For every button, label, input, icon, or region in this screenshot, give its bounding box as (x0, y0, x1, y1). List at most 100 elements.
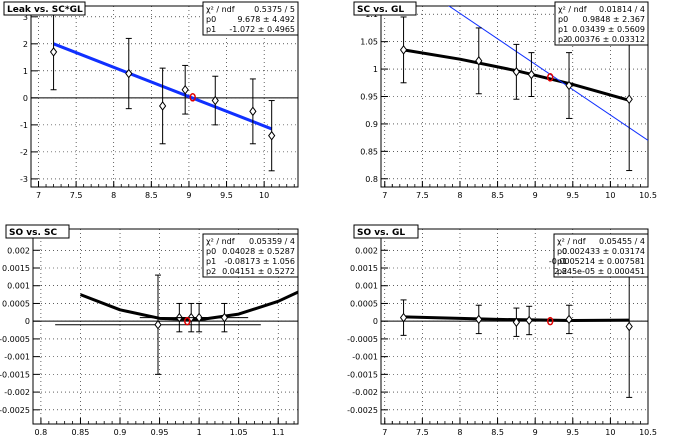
x-tick-label: 8 (457, 191, 462, 200)
data-point (399, 16, 408, 84)
stats-value: 0.04028 ± 0.5287 (222, 247, 295, 256)
x-tick-label: 10 (605, 428, 615, 437)
diamond-marker (512, 66, 521, 77)
chart-title: SO vs. SC (9, 228, 58, 238)
stats-label: p1 (206, 25, 216, 34)
stats-value: -0.00376 ± 0.03312 (564, 35, 645, 44)
y-tick-label: 0.001 (7, 282, 30, 291)
y-tick-label: 0 (373, 317, 378, 326)
data-point (125, 37, 133, 110)
stats-value: 0.04151 ± 0.5272 (222, 267, 295, 276)
x-tick-label: 9 (186, 191, 191, 200)
y-tick-label: 0 (25, 317, 30, 326)
x-tick-label: 10 (605, 191, 615, 200)
chart-title-frame (353, 224, 419, 239)
data-point (399, 299, 408, 336)
x-tick-label: 10 (259, 191, 269, 200)
chart-title-box: Leak vs. SC*GL (3, 1, 86, 16)
stats-value: 0.03439 ± 0.5609 (572, 25, 645, 34)
y-tick-label: 0.0005 (350, 299, 378, 308)
stats-frame (553, 233, 649, 278)
fit-line (403, 315, 630, 322)
stats-label: p1 (558, 25, 568, 34)
data-point (475, 27, 483, 95)
data-point (512, 43, 521, 100)
diamond-marker (565, 314, 573, 325)
diamond-marker (158, 101, 167, 111)
x-tick-label: 7 (382, 191, 387, 200)
x-tick-label: 0.9 (114, 428, 127, 437)
stats-label: p0 (206, 15, 216, 24)
data-point (625, 27, 633, 172)
stats-value: 0.9848 ± 2.367 (582, 15, 645, 24)
data-point (527, 52, 536, 97)
y-tick-label: -0.001 (4, 353, 30, 362)
diamond-marker (49, 47, 58, 57)
y-tick-label: -0.0025 (0, 406, 30, 415)
stats-label: p0 (558, 15, 568, 24)
y-tick-label: 0.8 (365, 175, 378, 184)
y-tick-label: -0.0025 (347, 406, 378, 415)
diamond-marker (195, 312, 203, 323)
x-tick-label: 9.5 (566, 191, 579, 200)
stats-label: p0 (206, 247, 216, 256)
chart-title: Leak vs. SC*GL (7, 5, 83, 15)
chart-panel-3: 0.8 0.85 0.9 0.95 1 1.05 1.1 -0.0025 -0.002 -0.00… (0, 224, 299, 437)
x-tick-label: 9 (533, 428, 538, 437)
y-tick-label: 0 (23, 94, 28, 103)
reference-marker (546, 73, 554, 82)
diamond-marker (527, 69, 536, 80)
x-tick-label: 8.5 (491, 428, 504, 437)
plot-frame (30, 5, 299, 188)
y-tick-label: -3 (20, 175, 28, 184)
reference-marker (189, 93, 196, 102)
y-tick-label: 0.002 (355, 246, 378, 255)
y-tick-label: 0.0005 (2, 299, 30, 308)
x-tick-label: 7.5 (416, 191, 429, 200)
x-tick-label: 0.85 (72, 428, 90, 437)
chart-title-frame (3, 1, 86, 16)
chart-title-box: SO vs. GL (353, 224, 419, 239)
diamond-marker (220, 312, 229, 323)
x-tick-label: 8.5 (491, 191, 504, 200)
x-tick-label: 7 (382, 428, 387, 437)
y-tick-label: -0.002 (352, 388, 378, 397)
y-tick-label: 1 (373, 65, 378, 74)
y-tick-label: 0.002 (7, 246, 30, 255)
data-point (55, 274, 261, 375)
data-point (565, 52, 573, 119)
chart-title: SC vs. GL (357, 5, 404, 15)
data-point (512, 307, 521, 337)
stats-value: 0.05455 / 4 (599, 237, 645, 246)
stats-value: 0.01814 / 4 (599, 5, 645, 14)
y-tick-label: 2 (23, 40, 28, 49)
y-tick-label: 1.05 (360, 38, 378, 47)
stats-frame (202, 233, 299, 278)
stats-label: p0 (557, 247, 567, 256)
diamond-marker (475, 314, 483, 325)
diamond-marker (211, 95, 219, 106)
y-tick-label: 0.001 (355, 282, 378, 291)
diamond-marker (249, 106, 257, 117)
plot-area (399, 6, 648, 172)
x-tick-label: 7.5 (416, 428, 429, 437)
x-tick-label: 9 (533, 191, 538, 200)
diamond-marker (475, 56, 483, 66)
diamond-marker (512, 317, 521, 328)
x-tick-label: 0.8 (35, 428, 48, 437)
y-tick-label: -0.001 (352, 353, 378, 362)
stats-value: 2.845e-05 ± 0.000451 (554, 267, 645, 276)
fit-stats-box: χ² / ndf 0.5375 / 5 p0 9.678 ± 4.492 p1 -1.07… (202, 1, 299, 36)
diamond-marker (525, 315, 533, 326)
x-tick-label: 8.5 (145, 191, 158, 200)
stats-frame (554, 1, 649, 46)
plot-area (55, 274, 298, 375)
y-tick-label: 3 (23, 13, 28, 22)
stats-label: p1 (557, 257, 567, 266)
y-tick-label: 0.0015 (2, 264, 30, 273)
data-point (158, 67, 167, 145)
stats-label: p2 (557, 267, 567, 276)
y-tick-label: -0.0005 (0, 335, 30, 344)
